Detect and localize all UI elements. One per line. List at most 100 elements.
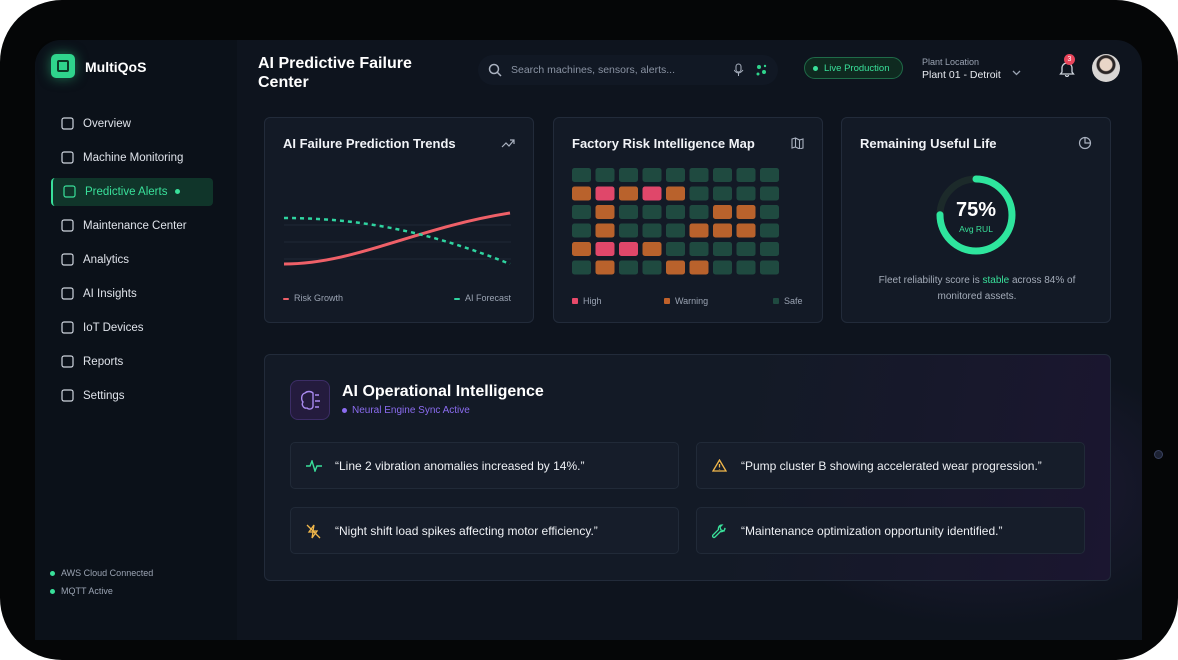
heat-cell: [595, 186, 615, 201]
heat-cell: [666, 205, 685, 219]
note: across 84% of monitored assets.: [937, 275, 1076, 302]
status-label: AWS Cloud Connected: [61, 568, 154, 578]
legend-label: Warning: [675, 296, 709, 306]
heat-cell: [713, 186, 732, 201]
nav-item[interactable]: Analytics: [51, 246, 213, 274]
trend-chart: [283, 211, 511, 266]
heat-cell: [642, 205, 662, 219]
insight[interactable]: “Maintenance optimization opportunity id…: [696, 507, 1085, 554]
intel-icon: [290, 380, 330, 420]
status: MQTT Active: [50, 586, 113, 596]
heat-cell: [689, 260, 709, 275]
heat-cell: [572, 186, 591, 201]
nav-label: Predictive Alerts: [85, 186, 168, 198]
heat-cell: [595, 205, 615, 219]
insight-text: “Pump cluster B showing accelerated wear…: [741, 459, 1042, 473]
heat-cell: [642, 223, 662, 238]
heat-cell: [760, 168, 779, 182]
avatar[interactable]: [1092, 54, 1120, 82]
insight[interactable]: “Night shift load spikes affecting motor…: [290, 507, 679, 554]
nav-item[interactable]: Predictive Alerts: [51, 178, 213, 206]
nav-item[interactable]: IoT Devices: [51, 314, 213, 342]
status: AWS Cloud Connected: [50, 568, 153, 578]
heat-cell: [713, 205, 732, 219]
search[interactable]: Search machines, sensors, alerts...: [478, 55, 778, 85]
heat-cell: [689, 242, 709, 256]
heat-cell: [736, 260, 756, 275]
sidebar: [35, 40, 237, 640]
nav-label: Settings: [83, 390, 125, 402]
heat-cell: [689, 205, 709, 219]
heat-cell: [595, 168, 615, 182]
insight[interactable]: “Pump cluster B showing accelerated wear…: [696, 442, 1085, 489]
nav-label: AI Insights: [83, 288, 137, 300]
nav-item[interactable]: Reports: [51, 348, 213, 376]
insight-text: “Night shift load spikes affecting motor…: [335, 524, 598, 538]
heat-cell: [713, 242, 732, 256]
card-title: Remaining Useful Life: [860, 136, 997, 151]
active-dot: [175, 189, 181, 195]
heatmap: [572, 168, 779, 275]
nav-item[interactable]: Maintenance Center: [51, 212, 213, 240]
rul-gauge: [936, 175, 1016, 255]
heat-cell: [736, 186, 756, 201]
rul-card: Remaining Useful Life 75% Avg RUL Fleet …: [841, 117, 1111, 323]
plant-label: Plant Location: [922, 57, 980, 67]
heat-cell: [760, 186, 779, 201]
status-label: MQTT Active: [61, 586, 113, 596]
nav-item[interactable]: Overview: [51, 110, 213, 138]
note: Fleet reliability score is: [878, 275, 983, 286]
card-title: Factory Risk Intelligence Map: [572, 136, 755, 151]
heat-cell: [666, 186, 685, 201]
live-label: Live Production: [824, 63, 890, 74]
heat-cell: [572, 260, 591, 275]
brand: MultiQoS: [85, 59, 147, 75]
heat-cell: [619, 168, 638, 182]
heat-cell: [642, 186, 662, 201]
heat-cell: [760, 223, 779, 238]
heat-cell: [619, 260, 638, 275]
rul-note: Fleet reliability score is stable across…: [867, 273, 1087, 305]
heat-cell: [619, 205, 638, 219]
gauge-arc: [936, 175, 1016, 255]
heat-cell: [619, 242, 638, 256]
heat-cell: [619, 223, 638, 238]
heat-cell: [689, 186, 709, 201]
heat-cell: [642, 168, 662, 182]
nav-item[interactable]: AI Insights: [51, 280, 213, 308]
card-title: AI Failure Prediction Trends: [283, 136, 456, 151]
nav-label: Machine Monitoring: [83, 152, 184, 164]
plant[interactable]: Plant 01 - Detroit: [922, 69, 1001, 81]
heat-cell: [572, 242, 591, 256]
heat-cell: [736, 168, 756, 182]
heat-cell: [736, 242, 756, 256]
nav-label: IoT Devices: [83, 322, 144, 334]
heat-cell: [666, 168, 685, 182]
heat-cell: [595, 260, 615, 275]
live-pill[interactable]: Live Production: [804, 57, 903, 79]
heat-cell: [713, 260, 732, 275]
heat-cell: [572, 205, 591, 219]
heat-cell: [760, 260, 779, 275]
search-placeholder: Search machines, sensors, alerts...: [511, 64, 675, 76]
heat-cell: [689, 168, 709, 182]
insight[interactable]: “Line 2 vibration anomalies increased by…: [290, 442, 679, 489]
camera: [1154, 450, 1163, 459]
legend-label: Safe: [784, 296, 803, 306]
heat-cell: [666, 260, 685, 275]
legend-label: High: [583, 296, 602, 306]
heat-cell: [642, 242, 662, 256]
nav-item[interactable]: Settings: [51, 382, 213, 410]
heat-cell: [642, 260, 662, 275]
heat-cell: [689, 223, 709, 238]
heat-cell: [760, 205, 779, 219]
heat-cell: [666, 223, 685, 238]
nav-item[interactable]: Machine Monitoring: [51, 144, 213, 172]
risk-card: Factory Risk Intelligence Map High Warni…: [553, 117, 823, 323]
heat-cell: [736, 223, 756, 238]
heat-cell: [666, 242, 685, 256]
legend-label: AI Forecast: [465, 293, 512, 303]
intel-title: AI Operational Intelligence: [342, 383, 544, 400]
nav-label: Reports: [83, 356, 124, 368]
trends-card: AI Failure Prediction Trends Risk Growth…: [264, 117, 534, 323]
